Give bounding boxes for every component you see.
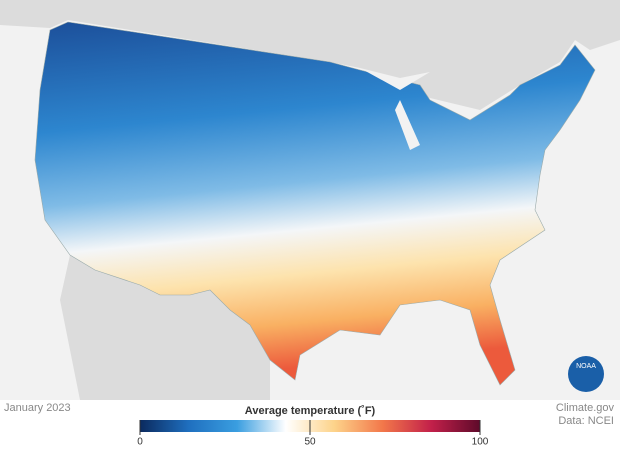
canada (0, 0, 620, 110)
noaa-logo: NOAA (568, 356, 604, 392)
legend-tick-label: 100 (472, 437, 489, 448)
legend-title: Average temperature (˚F) (245, 405, 376, 417)
legend-tick-label: 0 (137, 437, 143, 448)
great-lakes (360, 68, 430, 150)
mexico (60, 255, 270, 400)
us-temperature-map (34, 21, 596, 386)
date: January 2023 (4, 402, 71, 414)
legend-tick-label: 50 (304, 437, 316, 448)
logo-text: NOAA (576, 363, 596, 370)
credit: Climate.gov (556, 402, 615, 414)
source: Data: NCEI (558, 415, 614, 427)
logo-circle (568, 356, 604, 392)
